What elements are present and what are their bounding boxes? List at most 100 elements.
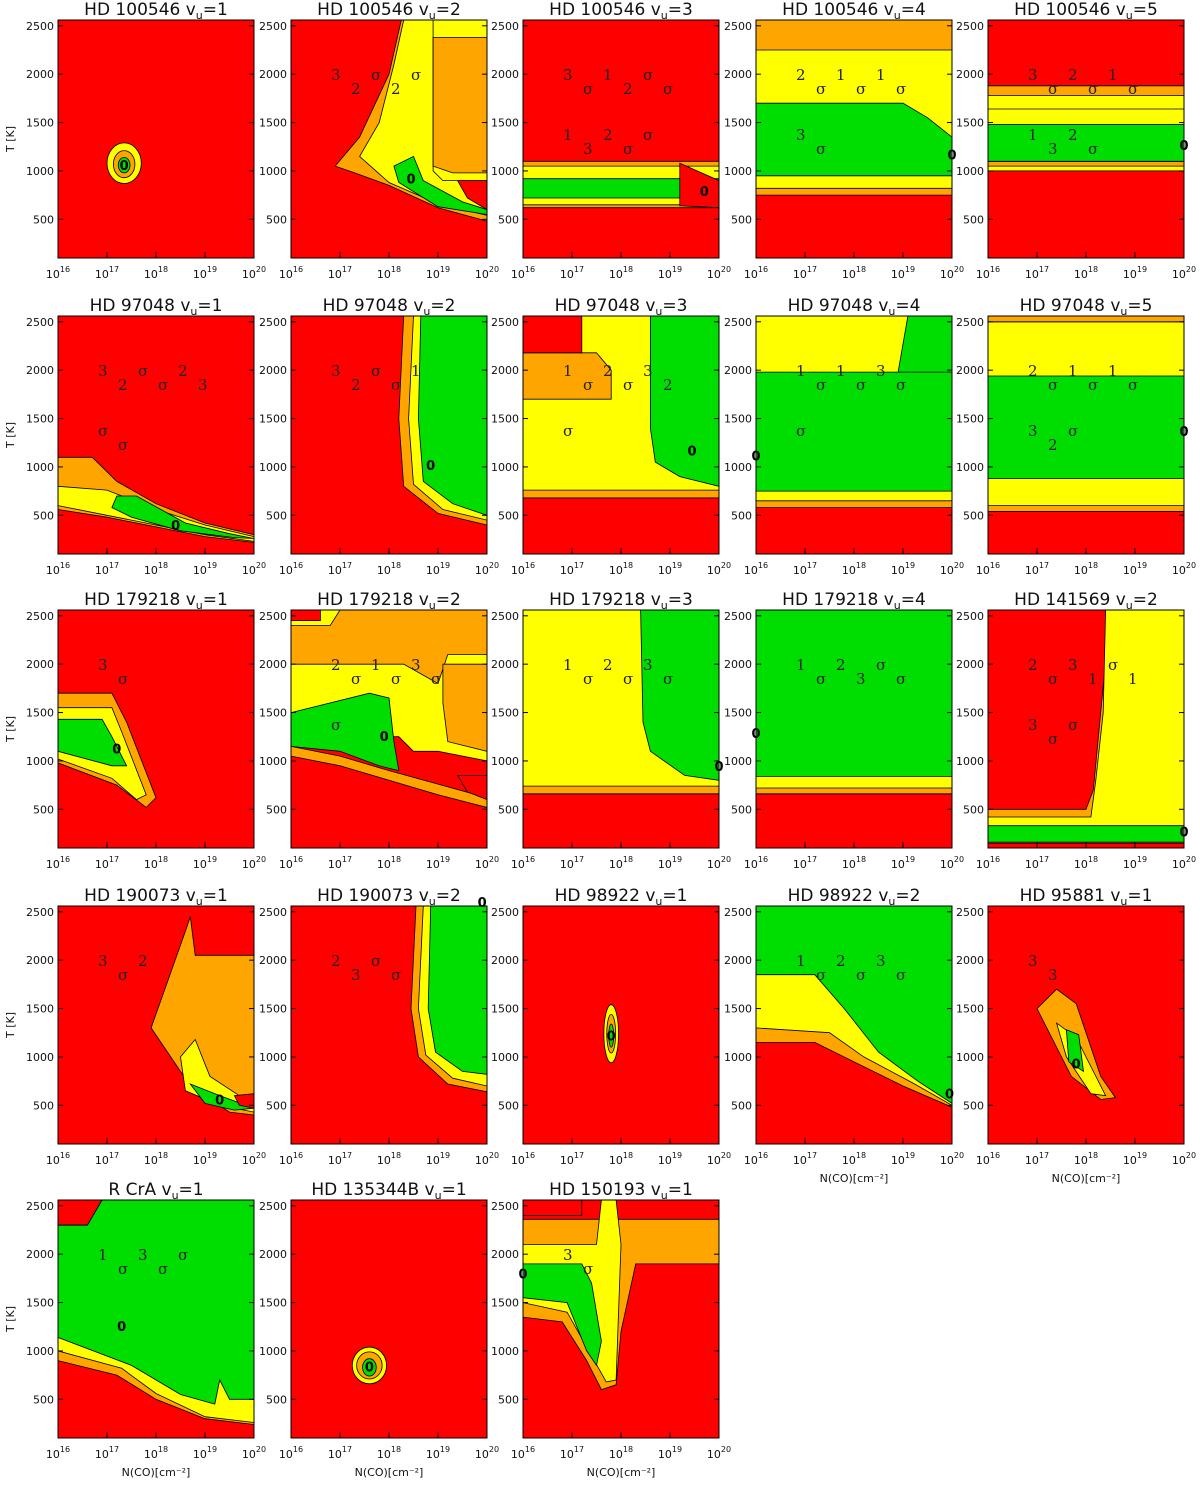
contour-label: σ: [1048, 670, 1058, 688]
x-tick-exponent: 20: [489, 265, 499, 274]
panel-title-eq: =1: [442, 1180, 467, 1200]
x-tick-label: 1017: [95, 561, 119, 577]
contour-label: 3: [1048, 966, 1058, 984]
region-1sigma: [988, 124, 1184, 162]
x-tick-exponent: 18: [856, 561, 866, 570]
y-tick-label: 2500: [259, 316, 287, 329]
x-tick-label: 1018: [842, 561, 866, 577]
y-tick-label: 2000: [491, 68, 519, 81]
y-tick-label: 2500: [26, 906, 54, 919]
y-tick-label: 500: [266, 803, 287, 816]
x-tick-exponent: 18: [158, 1445, 168, 1454]
panel-title-sub: u: [429, 895, 436, 908]
contour-label: σ: [371, 362, 381, 380]
x-tick-exponent: 20: [954, 855, 964, 864]
x-tick-label: 1020: [707, 1445, 731, 1461]
region-1sigma: [756, 371, 952, 492]
contour-label: 1: [1088, 670, 1098, 688]
x-tick-base: 10: [1025, 268, 1039, 281]
best-fit-marker: 0: [518, 1268, 527, 1283]
contour-label: 3: [1028, 422, 1038, 440]
panel-title: HD 97048 vu=4: [788, 296, 921, 318]
region-3sigma: [988, 85, 1184, 96]
x-tick-label: 1017: [1025, 265, 1049, 281]
x-tick-exponent: 18: [1088, 855, 1098, 864]
x-tick-base: 10: [1074, 1154, 1088, 1167]
contour-label: 1: [1108, 66, 1118, 84]
panel-title-eq: =2: [895, 886, 920, 906]
panel-title: HD 179218 vu=1: [84, 590, 228, 612]
x-tick-label: 1016: [744, 855, 768, 871]
x-tick-exponent: 17: [109, 265, 119, 274]
x-tick-exponent: 20: [954, 1151, 964, 1160]
x-tick-base: 10: [658, 564, 672, 577]
x-tick-base: 10: [46, 564, 60, 577]
x-tick-base: 10: [95, 1154, 109, 1167]
contour-label: 1: [563, 126, 573, 144]
region-1sigma: [393, 155, 487, 215]
region-3sigma: [756, 787, 952, 795]
x-tick-base: 10: [377, 564, 391, 577]
x-tick-exponent: 20: [954, 265, 964, 274]
contour-label: 2: [603, 656, 613, 674]
contour-label: σ: [876, 656, 886, 674]
y-axis-label: T [K]: [4, 1012, 17, 1039]
region-outside: [58, 20, 254, 258]
contour-label: σ: [1128, 376, 1138, 394]
contour-label: 3: [1068, 656, 1078, 674]
region-outside: [523, 906, 719, 1144]
x-tick-exponent: 19: [440, 561, 450, 570]
x-axis-label: N(CO)[cm⁻²]: [1052, 1172, 1121, 1185]
best-fit-marker: 0: [1072, 1058, 1081, 1073]
x-tick-label: 1017: [560, 1151, 584, 1167]
y-axis-label: T [K]: [4, 1306, 17, 1333]
x-tick-base: 10: [242, 858, 256, 871]
x-tick-label: 1019: [891, 561, 915, 577]
contour-label: 2: [663, 376, 673, 394]
x-tick-exponent: 18: [158, 265, 168, 274]
best-fit-marker: 0: [120, 159, 129, 174]
x-tick-base: 10: [609, 858, 623, 871]
y-tick-label: 500: [498, 213, 519, 226]
x-tick-exponent: 17: [342, 855, 352, 864]
x-tick-base: 10: [1172, 858, 1186, 871]
region-3sigma: [523, 489, 719, 499]
panel-title-main: HD 97048 v: [788, 296, 889, 316]
x-tick-exponent: 16: [990, 265, 1000, 274]
y-tick-label: 500: [498, 803, 519, 816]
y-tick-label: 1000: [491, 1345, 519, 1358]
contour-label: σ: [1048, 376, 1058, 394]
x-tick-label: 1020: [1172, 1151, 1196, 1167]
contour-label: 2: [1028, 362, 1038, 380]
x-tick-base: 10: [560, 1154, 574, 1167]
best-fit-marker: 0: [215, 1093, 224, 1108]
x-tick-exponent: 16: [293, 1445, 303, 1454]
contour-label: 3: [563, 1246, 573, 1264]
x-tick-exponent: 17: [574, 561, 584, 570]
y-tick-label: 2000: [956, 364, 984, 377]
x-tick-label: 1019: [193, 265, 217, 281]
x-tick-exponent: 19: [1137, 1151, 1147, 1160]
best-fit-marker: 0: [947, 148, 956, 163]
panel-title-sub: u: [196, 9, 203, 22]
x-tick-exponent: 16: [293, 561, 303, 570]
y-tick-label: 1000: [956, 165, 984, 178]
y-tick-label: 2000: [491, 1248, 519, 1261]
panel-title: HD 97048 vu=3: [555, 296, 688, 318]
y-tick-label: 1000: [491, 755, 519, 768]
x-tick-base: 10: [242, 1154, 256, 1167]
contour-label: σ: [816, 670, 826, 688]
x-tick-exponent: 17: [342, 1445, 352, 1454]
y-tick-label: 2000: [491, 364, 519, 377]
x-tick-exponent: 18: [623, 1151, 633, 1160]
x-tick-base: 10: [377, 858, 391, 871]
y-tick-label: 1000: [259, 1345, 287, 1358]
x-tick-exponent: 20: [256, 561, 266, 570]
y-tick-label: 500: [266, 1099, 287, 1112]
y-tick-label: 1000: [26, 1345, 54, 1358]
